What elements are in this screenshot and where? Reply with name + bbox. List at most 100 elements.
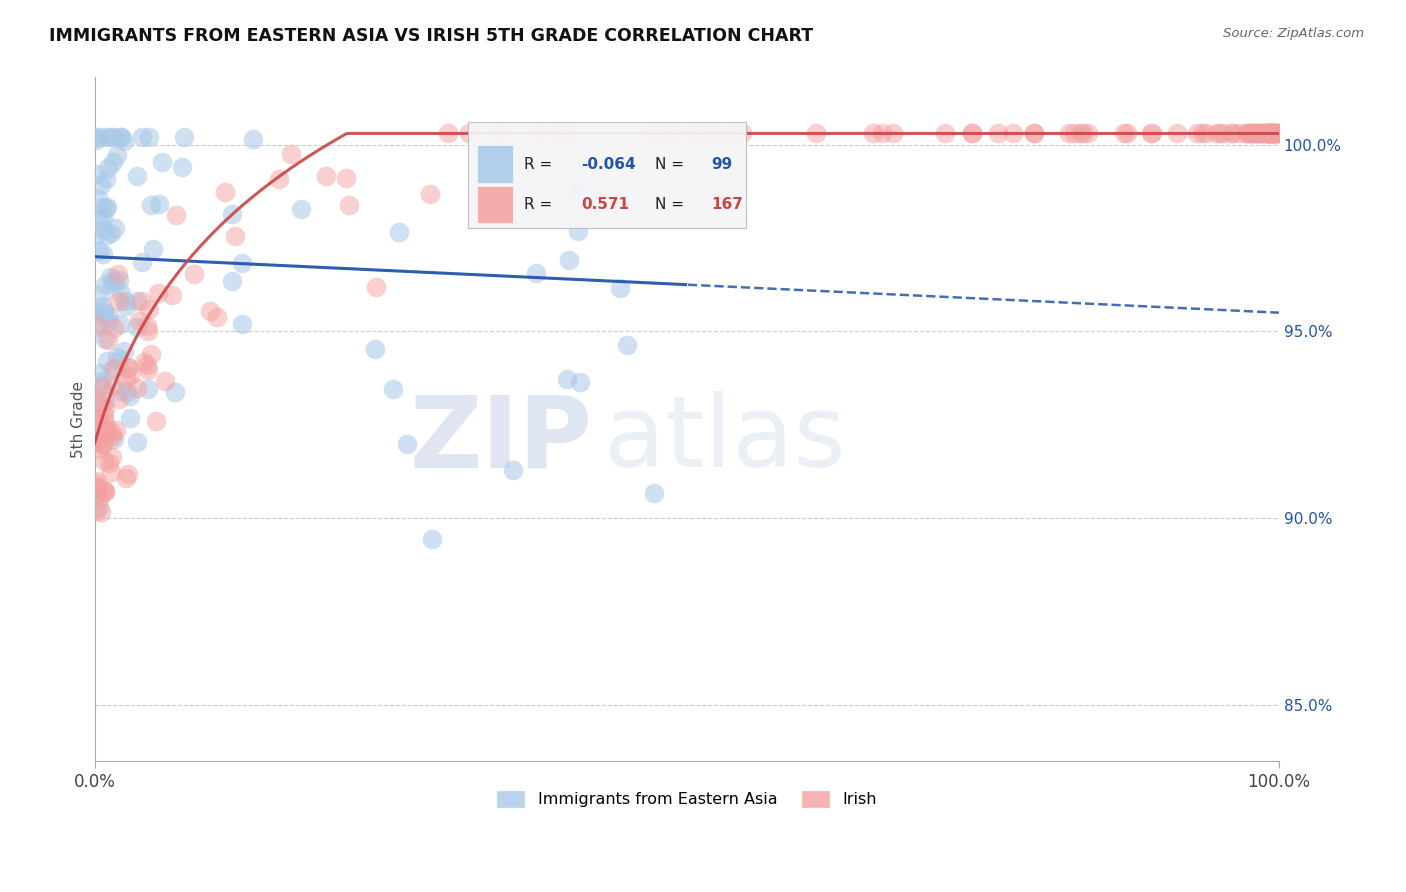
Point [103,130,125,145]
Point [1268,127,1291,141]
Point [91,211,114,225]
Point [131,130,153,145]
Point [1265,127,1288,141]
Point [200,303,222,318]
Point [86,480,108,494]
Point [125,320,148,334]
Point [108,273,131,287]
Point [1265,127,1288,141]
Point [960,127,983,141]
Point [1246,127,1268,141]
Point [1261,127,1284,141]
Point [1263,127,1285,141]
Point [114,471,136,485]
Point [136,324,159,338]
Point [94,171,117,186]
Point [1022,127,1045,141]
Point [609,281,631,295]
Point [89,244,111,258]
Point [165,384,187,399]
Point [396,437,419,451]
Point [882,127,904,141]
Point [1195,127,1218,141]
Point [108,294,131,309]
Point [1220,127,1243,141]
Point [1239,127,1261,141]
Point [1256,127,1278,141]
Point [364,342,387,356]
Point [86,318,108,333]
Point [145,414,167,428]
Bar [477,186,513,223]
Point [96,333,118,347]
Point [1257,127,1279,141]
Point [1070,127,1092,141]
Text: ZIP: ZIP [409,391,592,488]
Point [115,385,138,400]
Point [100,430,122,444]
Point [221,206,243,220]
Text: 0.571: 0.571 [581,197,630,212]
Point [526,127,548,141]
Bar [477,145,513,183]
Point [89,130,111,145]
Point [721,127,744,141]
Point [97,310,120,325]
Point [1234,127,1257,141]
Point [934,127,956,141]
Point [1254,127,1277,141]
Point [117,360,139,375]
Point [1246,127,1268,141]
Point [84,228,107,243]
Point [101,155,124,169]
Point [1258,127,1281,141]
Point [138,130,160,145]
Point [114,294,136,309]
Point [1208,127,1230,141]
Point [94,201,117,215]
Point [290,202,312,216]
Point [101,363,124,377]
Text: 167: 167 [711,197,744,212]
Point [91,247,114,261]
Point [1239,127,1261,141]
Point [136,382,159,396]
Point [97,315,120,329]
Point [555,127,578,141]
Point [1263,127,1285,141]
Point [388,225,411,239]
Point [1227,127,1250,141]
Point [103,361,125,376]
Point [107,352,129,367]
Point [98,456,121,470]
Point [87,191,110,205]
Point [101,425,124,440]
Point [139,197,162,211]
Point [86,167,108,181]
Point [136,358,159,372]
Point [381,382,404,396]
Point [96,353,118,368]
Point [86,395,108,409]
Point [103,320,125,334]
Point [1257,127,1279,141]
FancyBboxPatch shape [468,122,747,227]
Point [1139,127,1161,141]
Point [1222,127,1244,141]
Point [502,463,524,477]
Point [96,420,118,434]
Point [118,389,141,403]
Point [420,532,443,546]
Point [960,127,983,141]
Text: atlas: atlas [603,391,845,488]
Point [224,229,246,244]
Point [84,423,107,437]
Point [141,347,163,361]
Point [205,310,228,324]
Point [110,286,132,301]
Point [1212,127,1234,141]
Point [1246,127,1268,141]
Point [437,127,460,141]
Point [136,363,159,377]
Point [90,299,112,313]
